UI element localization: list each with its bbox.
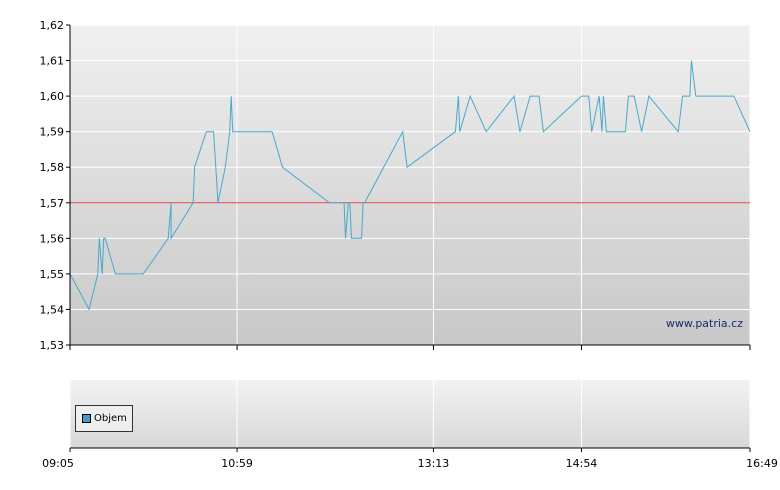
y-tick-label: 1,59 [40,126,65,139]
y-tick-label: 1,56 [40,232,65,245]
x-tick-label: 10:59 [221,457,253,470]
volume-grid [69,380,751,448]
x-axis-ticks: 09:05 10:59 13:13 14:54 16:49 [42,345,778,470]
volume-legend: Objem [75,405,133,432]
x-tick-label: 14:54 [566,457,598,470]
x-tick-label: 09:05 [42,457,74,470]
y-tick-label: 1,57 [40,197,65,210]
y-tick-label: 1,62 [40,19,65,32]
y-axis-ticks: 1,53 1,54 1,55 1,56 1,57 1,58 1,59 1,60 1,61 1,62 [40,19,70,352]
y-tick-label: 1,58 [40,161,65,174]
volume-plot-area [70,380,750,448]
y-tick-label: 1,61 [40,55,65,68]
price-series-line [69,60,751,311]
y-tick-label: 1,54 [40,303,65,316]
legend-swatch [82,414,91,423]
y-tick-label: 1,60 [40,90,65,103]
y-tick-label: 1,55 [40,268,65,281]
watermark: www.patria.cz [666,317,743,330]
price-plot-area [70,25,750,345]
x-tick-label: 16:49 [746,457,778,470]
x-tick-label: 13:13 [418,457,450,470]
y-tick-label: 1,53 [40,339,65,352]
legend-label: Objem [94,413,127,424]
price-axes [69,25,750,449]
